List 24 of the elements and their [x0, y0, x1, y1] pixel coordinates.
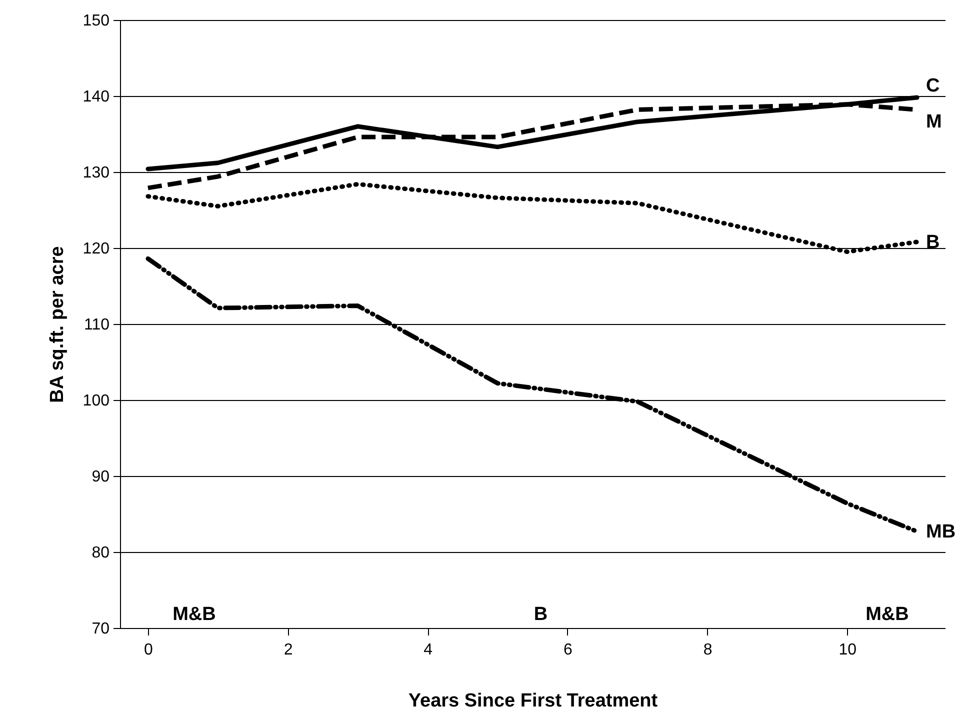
series-label: C — [926, 76, 940, 97]
annotation: M&B — [172, 604, 216, 625]
series-label: M — [926, 112, 942, 133]
y-tick-label: 120 — [82, 240, 110, 258]
x-tick-label: 4 — [424, 642, 433, 658]
x-tick-label: 8 — [703, 642, 712, 658]
y-tick-label: 90 — [92, 468, 110, 486]
y-tick-label: 100 — [82, 392, 110, 410]
x-tick-label: 0 — [144, 642, 154, 658]
y-tick-label: 80 — [92, 544, 110, 562]
series-label: MB — [926, 521, 956, 542]
series-label: B — [926, 232, 940, 253]
y-tick-label: 150 — [82, 12, 110, 30]
x-tick-label: 6 — [564, 642, 573, 658]
x-tick-label: 2 — [284, 642, 293, 658]
y-tick-label: 110 — [84, 316, 110, 334]
y-axis-title: BA sq.ft. per acre — [46, 246, 68, 403]
x-axis-title: Years Since First Treatment — [408, 690, 658, 712]
annotation: M&B — [866, 604, 909, 625]
y-tick-label: 130 — [82, 164, 110, 182]
x-tick-label: 10 — [838, 642, 857, 658]
y-tick-label: 140 — [82, 88, 110, 106]
annotation: B — [534, 604, 548, 625]
y-tick-label: 70 — [92, 620, 110, 638]
